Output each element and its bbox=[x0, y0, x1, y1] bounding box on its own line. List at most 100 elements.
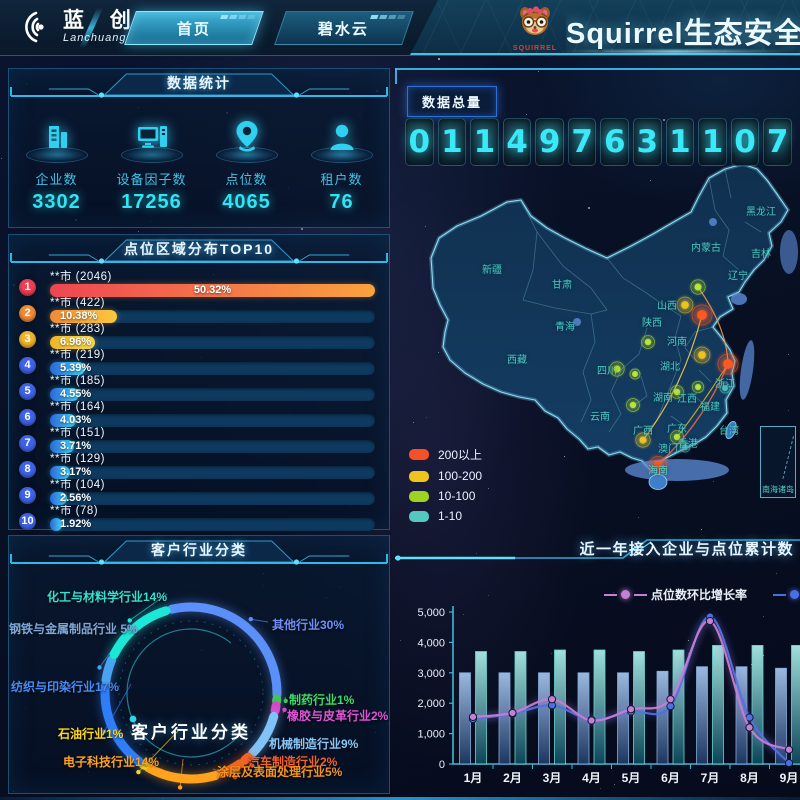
panel-data-statistics: 数据统计 企业数 3302 设备因子数 17256 点位数 4065 租户数 7… bbox=[8, 68, 390, 228]
trend-bar[interactable] bbox=[656, 670, 669, 765]
bar-fill bbox=[50, 362, 85, 375]
counter-digit: 1 bbox=[665, 118, 695, 166]
trend-bar[interactable] bbox=[735, 666, 748, 765]
bar-track: 2.56% bbox=[50, 492, 375, 505]
trend-bar[interactable] bbox=[791, 645, 800, 765]
donut-segment[interactable] bbox=[138, 759, 149, 770]
trend-chart[interactable]: 0 1,000 2,000 3,000 4,000 5,000 1月 2月 3月 4月 5月 6月 7月… bbox=[395, 582, 800, 794]
map-legend: 200以上 100-200 10-100 1-10 bbox=[409, 446, 482, 529]
trend-point[interactable] bbox=[784, 758, 794, 768]
trend-bar[interactable] bbox=[498, 672, 511, 765]
trend-line[interactable] bbox=[472, 615, 790, 764]
header-right-band bbox=[410, 0, 800, 55]
trend-bar[interactable] bbox=[696, 666, 708, 765]
bar-fill bbox=[50, 310, 117, 323]
trend-point[interactable] bbox=[508, 708, 517, 718]
trend-bar[interactable] bbox=[459, 672, 471, 765]
panel-title: 客户行业分类 bbox=[151, 542, 247, 558]
donut-leader-dot bbox=[97, 665, 102, 670]
trend-point[interactable] bbox=[705, 617, 715, 626]
top10-row[interactable]: 8 **市 (129) 3.17% bbox=[19, 453, 375, 479]
trend-bar[interactable] bbox=[593, 649, 606, 765]
donut-segment[interactable] bbox=[167, 602, 282, 699]
trend-point[interactable] bbox=[468, 712, 478, 721]
top10-row[interactable]: 3 **市 (283) 6.96% bbox=[19, 323, 375, 349]
bar-track: 1.92% bbox=[50, 518, 375, 531]
bar-track: 10.38% bbox=[50, 310, 375, 323]
top10-row[interactable]: 5 **市 (185) 4.55% bbox=[19, 375, 375, 401]
province-label: 青海 bbox=[555, 320, 575, 333]
donut-leader-dot bbox=[232, 775, 238, 780]
trend-bar[interactable] bbox=[751, 645, 764, 765]
trend-legend-item[interactable] bbox=[773, 590, 800, 599]
rank-badge: 3 bbox=[19, 331, 36, 348]
top10-row[interactable]: 9 **市 (104) 2.56% bbox=[19, 479, 375, 505]
x-tick-label: 4月 bbox=[582, 771, 601, 785]
trend-legend-item[interactable]: 点位数环比增长率 bbox=[603, 586, 747, 603]
trend-bar[interactable] bbox=[538, 672, 550, 765]
trend-point[interactable] bbox=[587, 716, 596, 725]
trend-point[interactable] bbox=[666, 695, 675, 704]
tab-label: 首页 bbox=[176, 20, 211, 38]
nav-tabs: 首页 碧水云 bbox=[124, 11, 414, 45]
trend-bar[interactable] bbox=[712, 645, 724, 765]
y-tick-label: 5,000 bbox=[417, 607, 445, 619]
top10-row[interactable]: 4 **市 (219) 5.39% bbox=[19, 349, 375, 375]
trend-point[interactable] bbox=[626, 705, 636, 714]
trend-line[interactable] bbox=[472, 620, 790, 751]
donut-leader-line bbox=[103, 683, 132, 732]
trend-point[interactable] bbox=[745, 723, 754, 732]
counter-digit: 1 bbox=[470, 118, 499, 166]
province-label: 黑龙江 bbox=[746, 205, 776, 218]
rank-badge: 2 bbox=[19, 305, 36, 322]
donut-segment[interactable] bbox=[100, 681, 144, 766]
user-icon bbox=[325, 120, 359, 159]
trend-point[interactable] bbox=[784, 745, 794, 754]
heat-spots[interactable] bbox=[607, 277, 742, 477]
province-label: 陕西 bbox=[642, 316, 662, 329]
province-label: 海南 bbox=[648, 464, 668, 477]
province-label: 香港 bbox=[678, 438, 698, 450]
stat-value: 17256 bbox=[121, 191, 182, 213]
donut-segment[interactable] bbox=[248, 711, 279, 758]
donut-segment[interactable] bbox=[109, 606, 171, 659]
panel-title: 数据统计 bbox=[167, 75, 231, 91]
province-label: 浙江 bbox=[715, 378, 735, 390]
donut-chart[interactable] bbox=[9, 566, 391, 795]
trend-bar[interactable] bbox=[775, 667, 787, 765]
donut-segment[interactable] bbox=[101, 655, 117, 685]
donut-label: 涂层及表面处理行业5% bbox=[217, 765, 343, 779]
top10-row[interactable]: 2 **市 (422) 10.38% bbox=[19, 297, 375, 323]
donut-segment[interactable] bbox=[216, 759, 245, 778]
top10-row[interactable]: 6 **市 (164) 4.03% bbox=[19, 401, 375, 427]
legend-dash bbox=[773, 593, 786, 596]
trend-bar[interactable] bbox=[672, 649, 685, 765]
stats-row: 企业数 3302 设备因子数 17256 点位数 4065 租户数 76 bbox=[9, 107, 389, 214]
x-tick-label: 1月 bbox=[464, 771, 483, 785]
province-label: 湖南 bbox=[653, 391, 673, 404]
map-legend-item[interactable]: 200以上 bbox=[409, 446, 482, 463]
top10-row[interactable]: 10 **市 (78) 1.92% bbox=[19, 505, 375, 531]
donut-label: 橡胶与皮革行业2% bbox=[287, 709, 389, 723]
tab-home[interactable]: 首页 bbox=[124, 11, 264, 45]
donut-label: 机械制造行业9% bbox=[269, 737, 359, 751]
trend-point[interactable] bbox=[547, 695, 557, 704]
province-label: 江西 bbox=[677, 393, 697, 405]
donut-leader-dot bbox=[271, 738, 276, 743]
tab-bishuiyun[interactable]: 碧水云 bbox=[274, 11, 414, 45]
trend-bar[interactable] bbox=[475, 651, 487, 765]
map-legend-item[interactable]: 1-10 bbox=[409, 509, 482, 523]
top10-row[interactable]: 1 **市 (2046) 50.32% bbox=[19, 271, 375, 297]
bar-track: 4.03% bbox=[50, 414, 375, 427]
top10-row[interactable]: 7 **市 (151) 3.71% bbox=[19, 427, 375, 453]
bar-track: 3.17% bbox=[50, 466, 375, 479]
x-tick-label: 2月 bbox=[503, 771, 522, 785]
trend-point[interactable] bbox=[666, 702, 675, 711]
bottom-strip bbox=[0, 797, 800, 800]
trend-bar[interactable] bbox=[617, 672, 629, 765]
donut-segment[interactable] bbox=[270, 701, 281, 716]
map-legend-item[interactable]: 10-100 bbox=[409, 489, 482, 503]
counter-digit: 0 bbox=[405, 118, 434, 166]
map-legend-item[interactable]: 100-200 bbox=[409, 469, 482, 483]
